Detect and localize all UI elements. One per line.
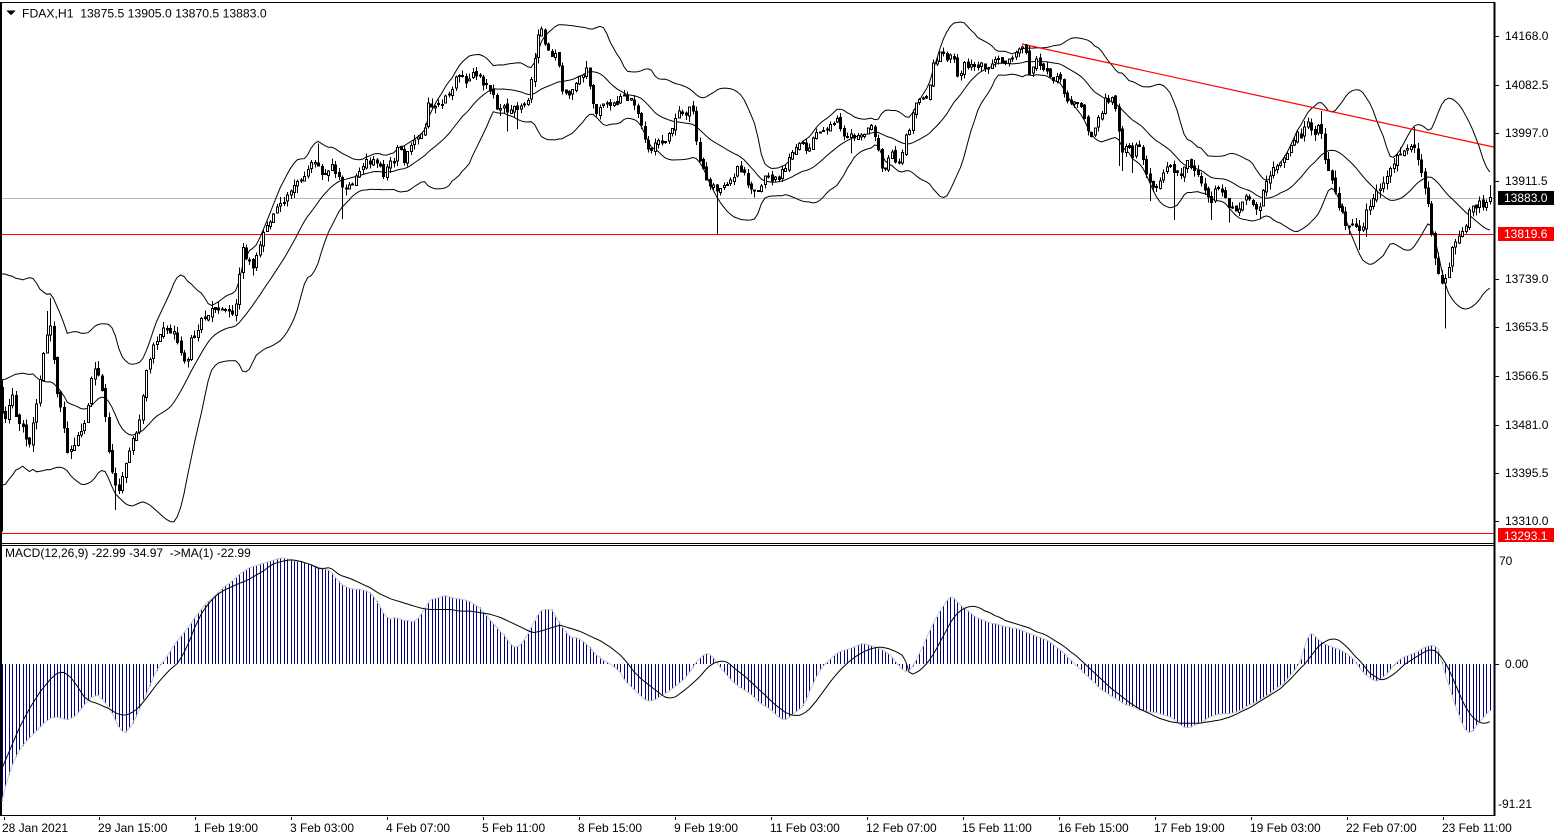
svg-text:29 Jan 15:00: 29 Jan 15:00 xyxy=(98,821,168,835)
svg-text:22 Feb 07:00: 22 Feb 07:00 xyxy=(1346,821,1417,835)
svg-text:8 Feb 15:00: 8 Feb 15:00 xyxy=(578,821,642,835)
svg-text:12 Feb 07:00: 12 Feb 07:00 xyxy=(866,821,937,835)
svg-text:13739.0: 13739.0 xyxy=(1505,272,1549,286)
svg-text:13293.1: 13293.1 xyxy=(1504,529,1548,543)
svg-text:15 Feb 11:00: 15 Feb 11:00 xyxy=(962,821,1032,835)
svg-text:13911.5: 13911.5 xyxy=(1505,174,1548,188)
svg-text:13310.0: 13310.0 xyxy=(1505,514,1549,528)
svg-text:-91.21: -91.21 xyxy=(1498,797,1532,811)
svg-text:23 Feb 11:00: 23 Feb 11:00 xyxy=(1442,821,1512,835)
svg-text:13566.5: 13566.5 xyxy=(1505,369,1549,383)
svg-text:70: 70 xyxy=(1499,554,1513,568)
svg-text:19 Feb 03:00: 19 Feb 03:00 xyxy=(1250,821,1321,835)
svg-text:0.00: 0.00 xyxy=(1505,657,1529,671)
svg-text:13481.0: 13481.0 xyxy=(1505,418,1549,432)
svg-text:16 Feb 15:00: 16 Feb 15:00 xyxy=(1058,821,1129,835)
svg-text:14168.0: 14168.0 xyxy=(1505,29,1549,43)
svg-text:4 Feb 07:00: 4 Feb 07:00 xyxy=(386,821,450,835)
svg-text:MACD(12,26,9) -22.99 -34.97 -: MACD(12,26,9) -22.99 -34.97 ->MA(1) -22.… xyxy=(5,546,251,560)
svg-text:5 Feb 11:00: 5 Feb 11:00 xyxy=(482,821,545,835)
svg-text:13883.0: 13883.0 xyxy=(1504,191,1548,205)
svg-text:28 Jan 2021: 28 Jan 2021 xyxy=(2,821,68,835)
svg-text:13819.6: 13819.6 xyxy=(1504,227,1548,241)
svg-text:13997.0: 13997.0 xyxy=(1505,126,1549,140)
svg-text:11 Feb 03:00: 11 Feb 03:00 xyxy=(770,821,840,835)
svg-text:1 Feb 19:00: 1 Feb 19:00 xyxy=(194,821,258,835)
svg-text:13653.5: 13653.5 xyxy=(1505,320,1549,334)
svg-text:14082.5: 14082.5 xyxy=(1505,78,1549,92)
svg-text:3 Feb 03:00: 3 Feb 03:00 xyxy=(290,821,354,835)
svg-text:13395.5: 13395.5 xyxy=(1505,466,1549,480)
svg-text:9 Feb 19:00: 9 Feb 19:00 xyxy=(674,821,738,835)
svg-text:FDAX,H1 13875.5 13905.0 13870: FDAX,H1 13875.5 13905.0 13870.5 13883.0 xyxy=(22,7,267,21)
svg-text:17 Feb 19:00: 17 Feb 19:00 xyxy=(1154,821,1225,835)
